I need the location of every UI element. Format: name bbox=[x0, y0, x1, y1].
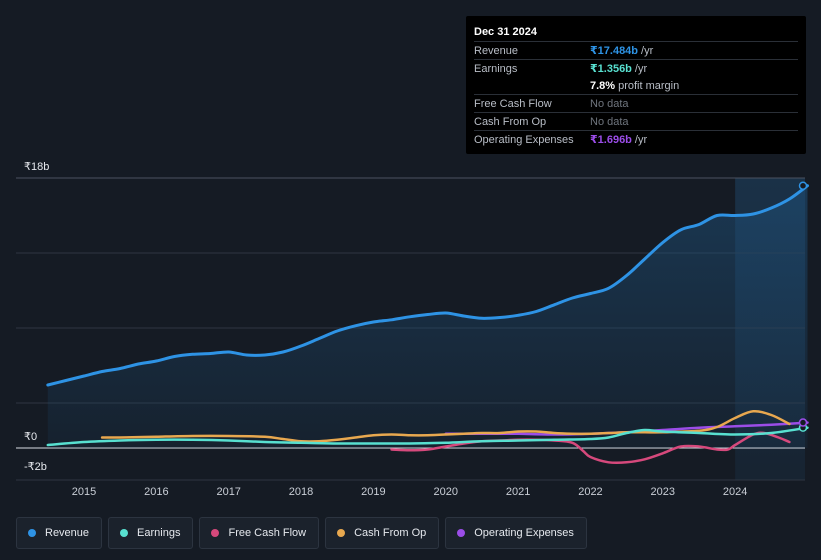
revenue-area bbox=[47, 185, 808, 448]
free-cash-flow-line bbox=[390, 431, 791, 465]
legend-label: Earnings bbox=[137, 527, 181, 539]
legend-item-operating-expenses[interactable]: Operating Expenses bbox=[445, 517, 587, 549]
tooltip-row-operating-expenses: Operating Expenses ₹1.696b /yr bbox=[474, 130, 798, 148]
tooltip-row-free-cash-flow: Free Cash Flow No data bbox=[474, 94, 798, 112]
tooltip-value: ₹17.484b bbox=[590, 45, 639, 57]
legend-item-revenue[interactable]: Revenue bbox=[16, 517, 103, 549]
revenue-line bbox=[46, 184, 809, 387]
earnings-line bbox=[46, 426, 809, 447]
chart-legend: Revenue Earnings Free Cash Flow Cash Fro… bbox=[16, 517, 593, 549]
y-tick-label: ₹18b bbox=[24, 161, 49, 173]
tooltip-unit: /yr bbox=[634, 133, 648, 146]
tooltip-unit: /yr bbox=[634, 62, 648, 75]
tooltip-label: Cash From Op bbox=[474, 115, 547, 128]
x-tick-label: 2018 bbox=[289, 486, 313, 498]
tooltip-label: Earnings bbox=[474, 62, 518, 75]
tooltip-value: No data bbox=[590, 115, 629, 128]
tooltip-label: Free Cash Flow bbox=[474, 97, 552, 110]
legend-dot-icon bbox=[457, 529, 466, 537]
legend-dot-icon bbox=[337, 529, 346, 537]
tooltip-row-profit-margin: 7.8% profit margin bbox=[474, 77, 798, 94]
tooltip-unit: /yr bbox=[641, 44, 654, 57]
operating-expenses-end-point bbox=[798, 418, 808, 427]
tooltip-row-cash-from-op: Cash From Op No data bbox=[474, 112, 798, 130]
legend-item-free-cash-flow[interactable]: Free Cash Flow bbox=[199, 517, 320, 549]
y-tick-label: -₹2b bbox=[24, 461, 47, 473]
legend-label: Operating Expenses bbox=[474, 527, 574, 539]
x-tick-label: 2019 bbox=[361, 486, 385, 498]
tooltip-label: Operating Expenses bbox=[474, 133, 574, 146]
legend-label: Cash From Op bbox=[354, 527, 427, 539]
x-tick-label: 2016 bbox=[144, 486, 168, 498]
x-tick-label: 2021 bbox=[506, 486, 530, 498]
tooltip-value: 7.8% bbox=[590, 79, 616, 92]
x-tick-label: 2017 bbox=[216, 486, 240, 498]
x-tick-label: 2022 bbox=[578, 486, 602, 498]
chart-area: ₹18b ₹0 -₹2b 2015 2016 2017 2018 2019 2020 2021 2… bbox=[16, 161, 809, 498]
tooltip-unit: profit margin bbox=[618, 79, 680, 92]
tooltip-row-revenue: Revenue ₹17.484b /yr bbox=[474, 41, 798, 59]
revenue-end-point bbox=[798, 181, 808, 190]
tooltip-label: Revenue bbox=[474, 44, 519, 57]
tooltip-date: Dec 31 2024 bbox=[474, 26, 537, 38]
legend-item-cash-from-op[interactable]: Cash From Op bbox=[325, 517, 440, 549]
tooltip-value: No data bbox=[590, 97, 629, 110]
x-tick-label: 2015 bbox=[72, 486, 96, 498]
legend-label: Revenue bbox=[45, 527, 90, 539]
x-tick-label: 2023 bbox=[651, 486, 675, 498]
tooltip-value: ₹1.356b bbox=[590, 63, 632, 75]
legend-dot-icon bbox=[120, 529, 129, 537]
x-tick-label: 2020 bbox=[434, 486, 458, 498]
chart-tooltip: Dec 31 2024 Revenue ₹17.484b /yr Earning… bbox=[466, 16, 806, 154]
legend-dot-icon bbox=[211, 529, 220, 537]
legend-item-earnings[interactable]: Earnings bbox=[108, 517, 194, 549]
y-tick-label: ₹0 bbox=[24, 431, 37, 443]
legend-dot-icon bbox=[28, 529, 36, 537]
tooltip-row-earnings: Earnings ₹1.356b /yr bbox=[474, 59, 798, 77]
x-tick-label: 2024 bbox=[723, 486, 747, 498]
tooltip-value: ₹1.696b bbox=[590, 134, 632, 146]
legend-label: Free Cash Flow bbox=[228, 527, 307, 539]
